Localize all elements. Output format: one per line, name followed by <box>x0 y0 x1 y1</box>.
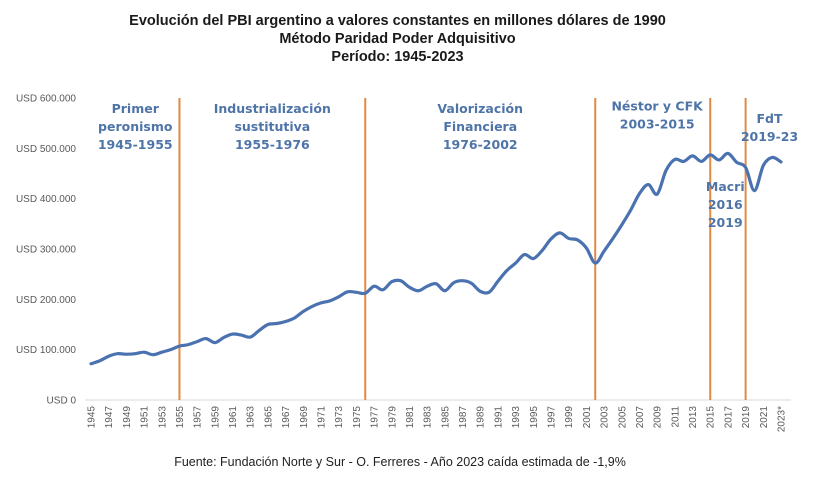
y-tick-label: USD 200.000 <box>16 295 76 306</box>
period-annotation-line: 1976-2002 <box>443 137 518 152</box>
x-tick-label: 1967 <box>281 406 292 429</box>
y-tick-label: USD 100.000 <box>16 345 76 356</box>
x-tick-label: 1973 <box>334 406 345 429</box>
x-tick-label: 2017 <box>723 406 734 429</box>
x-tick-label: 2001 <box>582 406 593 429</box>
x-tick-label: 1969 <box>299 406 310 429</box>
y-tick-label: USD 0 <box>47 396 77 407</box>
x-tick-label: 1983 <box>423 406 434 429</box>
period-annotation-line: Industrialización <box>214 101 331 116</box>
x-tick-label: 1961 <box>228 406 239 429</box>
x-tick-label: 1957 <box>193 406 204 429</box>
x-tick-label: 2003 <box>600 406 611 429</box>
period-annotation-line: Primer <box>112 101 160 116</box>
period-annotation-line: Macri <box>706 179 745 194</box>
period-annotation-line: 1945-1955 <box>98 137 173 152</box>
x-tick-label: 2023* <box>777 406 788 432</box>
x-tick-label: 1975 <box>352 406 363 429</box>
x-tick-label: 2013 <box>688 406 699 429</box>
chart-title: Evolución del PBI argentino a valores co… <box>129 13 666 29</box>
series-layer <box>89 151 783 366</box>
x-tick-label: 1987 <box>458 406 469 429</box>
x-tick-label: 2021 <box>759 406 770 429</box>
x-tick-label: 1965 <box>263 406 274 429</box>
x-tick-label: 1947 <box>104 406 115 429</box>
period-annotation-line: 2019 <box>708 215 743 230</box>
period-annotation: Industrialización sustitutiva 1955-1976 <box>214 101 331 152</box>
source-footnote: Fuente: Fundación Norte y Sur - O. Ferre… <box>174 455 626 469</box>
x-tick-label: 2019 <box>741 406 752 429</box>
y-tick-label: USD 500.000 <box>16 144 76 155</box>
x-tick-label: 1995 <box>529 406 540 429</box>
y-tick-label: USD 400.000 <box>16 194 76 205</box>
x-tick-label: 1993 <box>511 406 522 429</box>
period-annotation-line: sustitutiva <box>234 119 310 134</box>
x-tick-label: 1971 <box>317 406 328 429</box>
x-tick-label: 1955 <box>175 406 186 429</box>
x-tick-label: 1959 <box>210 406 221 429</box>
x-tick-label: 1999 <box>564 406 575 429</box>
x-tick-label: 1949 <box>122 406 133 429</box>
period-annotation: FdT 2019-23 <box>741 111 798 144</box>
x-tick-label: 2007 <box>635 406 646 429</box>
x-tick-label: 1989 <box>476 406 487 429</box>
chart-period: Período: 1945-2023 <box>331 49 464 65</box>
y-tick-label: USD 600.000 <box>16 94 76 105</box>
period-annotation: Macri 2016 2019 <box>706 179 745 230</box>
x-tick-label: 1977 <box>370 406 381 429</box>
x-tick-label: 2009 <box>653 406 664 429</box>
x-axis: 1945 1947 1949 1951 1953 1955 1957 1959 1961 1963… <box>85 399 791 432</box>
x-tick-label: 2015 <box>706 406 717 429</box>
x-tick-label: 1985 <box>440 406 451 429</box>
period-annotation: Valorización Financiera 1976-2002 <box>437 101 523 152</box>
x-tick-label: 1981 <box>405 406 416 429</box>
period-annotation-line: Néstor y CFK <box>611 99 704 114</box>
chart-subtitle: Método Paridad Poder Adquisitivo <box>279 31 516 47</box>
x-tick-label: 1997 <box>547 406 558 429</box>
period-annotation-line: peronismo <box>98 119 173 134</box>
period-annotations: Primer peronismo 1945-1955 Industrializació… <box>98 99 798 231</box>
x-tick-label: 1979 <box>387 406 398 429</box>
period-annotation-line: 2003-2015 <box>620 117 695 132</box>
period-annotation-line: 1955-1976 <box>235 137 310 152</box>
period-annotation: Néstor y CFK 2003-2015 <box>611 99 704 132</box>
gdp-series-line <box>89 151 783 366</box>
period-markers <box>178 98 747 400</box>
period-annotation-line: Valorización <box>437 101 523 116</box>
x-tick-label: 1963 <box>246 406 257 429</box>
period-annotation-line: Financiera <box>443 119 517 134</box>
period-annotation-line: 2016 <box>708 197 743 212</box>
period-annotation-line: FdT <box>756 111 782 126</box>
gdp-line-chart: USD 0 USD 100.000 USD 200.000 USD 300.000 US… <box>16 94 798 433</box>
period-annotation: Primer peronismo 1945-1955 <box>98 101 173 152</box>
y-tick-label: USD 300.000 <box>16 245 76 256</box>
y-axis: USD 0 USD 100.000 USD 200.000 USD 300.000 US… <box>16 94 76 407</box>
x-tick-label: 2011 <box>670 406 681 428</box>
x-tick-label: 1991 <box>493 406 504 429</box>
x-tick-label: 1953 <box>157 406 168 429</box>
x-tick-label: 1945 <box>87 406 98 429</box>
period-annotation-line: 2019-23 <box>741 129 798 144</box>
x-tick-label: 2005 <box>617 406 628 429</box>
x-tick-label: 1951 <box>140 406 151 429</box>
